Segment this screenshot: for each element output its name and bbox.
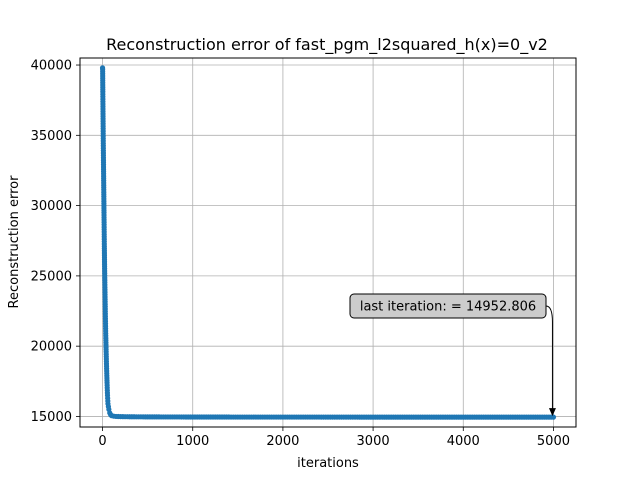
data-point-fill: [101, 171, 107, 177]
y-tick-label-4: 35000: [31, 129, 72, 144]
x-tick-label-1: 1000: [176, 434, 209, 449]
data-point-fill: [102, 291, 108, 298]
y-tick-label-5: 40000: [31, 59, 72, 74]
data-point-fill: [100, 116, 106, 122]
data-point-fill: [100, 135, 106, 142]
data-point-fill: [142, 414, 148, 420]
series-dense-markers-0: [100, 68, 554, 420]
data-point-fill: [100, 75, 106, 81]
y-axis-label: Reconstruction error: [7, 175, 22, 309]
y-tick-label-3: 30000: [31, 199, 72, 214]
data-point-fill: [102, 308, 108, 315]
data-point-fill: [548, 414, 554, 420]
data-point-fill: [103, 363, 110, 369]
data-point-fill: [105, 404, 112, 410]
y-tick-label-2: 25000: [31, 269, 72, 284]
data-point-fill: [232, 414, 239, 420]
x-axis-label: iterations: [297, 456, 359, 471]
data-point-fill: [102, 275, 108, 281]
data-point-fill: [100, 96, 106, 102]
data-point-fill: [368, 414, 374, 420]
x-tick-label-0: 0: [98, 434, 106, 449]
data-point-fill: [101, 207, 107, 213]
annotation-arrow-line: [545, 305, 553, 412]
data-point-fill: [413, 414, 419, 420]
plot-frame: [79, 57, 577, 428]
data-point-fill: [101, 241, 107, 247]
data-point-fill: [105, 398, 111, 404]
annotation-text: last iteration: = 14952.806: [360, 300, 536, 315]
data-point-fill: [278, 414, 284, 420]
data-point-fill: [323, 414, 329, 420]
data-point-fill: [187, 414, 194, 420]
data-point-fill: [100, 106, 106, 112]
y-tick-label-0: 15000: [31, 410, 72, 425]
y-tick-label-1: 20000: [31, 340, 72, 355]
x-tick-label-4: 4000: [447, 434, 480, 449]
chart-title: Reconstruction error of fast_pgm_l2squar…: [106, 35, 548, 55]
annotation-box: [349, 293, 547, 319]
data-point-fill: [103, 328, 109, 334]
data-point-fill: [458, 414, 464, 420]
data-point-fill: [124, 414, 130, 420]
data-point-fill: [100, 86, 106, 93]
annotation-arrow-head: [548, 408, 556, 417]
x-tick-label-3: 3000: [357, 434, 390, 449]
data-point-fill: [100, 152, 107, 158]
series-layer: [99, 65, 557, 420]
data-point-fill: [101, 257, 108, 263]
data-point-fill: [101, 189, 107, 195]
data-point-fill: [104, 377, 110, 383]
data-point-fill: [503, 414, 509, 420]
x-tick-label-5: 5000: [537, 434, 570, 449]
x-tick-label-2: 2000: [266, 434, 299, 449]
annotation: last iteration: = 14952.806: [349, 293, 556, 417]
data-point-fill: [104, 390, 111, 396]
data-point-fill: [101, 224, 107, 230]
data-point-fill: [103, 346, 109, 353]
data-point-fill: [115, 413, 121, 420]
ticks: 0 1000 2000 3000 4000 5000 15000 20000 25000 3000…: [31, 59, 570, 449]
